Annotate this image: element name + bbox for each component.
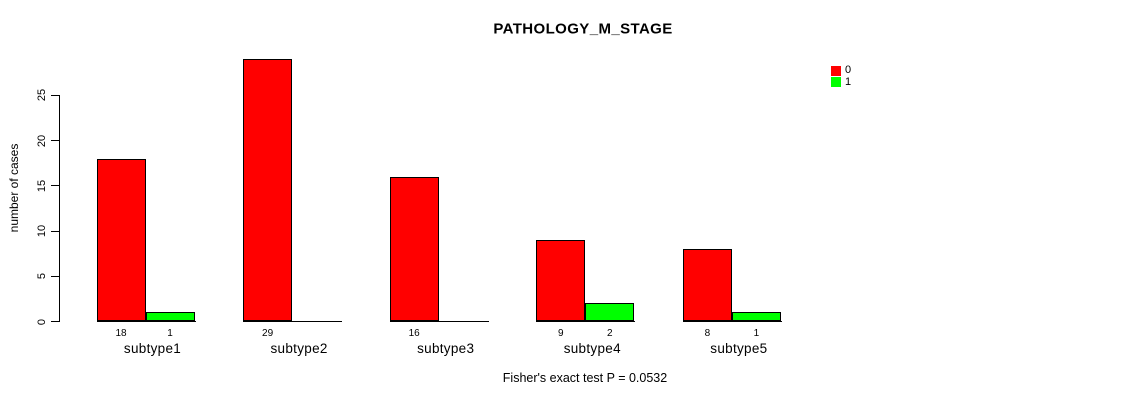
legend-item: 1 bbox=[831, 75, 852, 89]
bar-value-label: 16 bbox=[408, 327, 420, 339]
bar-value-label: 1 bbox=[167, 327, 173, 339]
bar-series-0 bbox=[389, 176, 439, 322]
y-axis-tick bbox=[50, 230, 59, 232]
bar-value-label: 29 bbox=[262, 327, 274, 339]
y-axis-tick bbox=[50, 321, 59, 322]
legend-label: 0 bbox=[845, 64, 852, 77]
y-axis-line bbox=[58, 95, 60, 322]
bar-series-0 bbox=[96, 158, 146, 322]
y-tick-label: 0 bbox=[36, 318, 48, 325]
y-axis-tick bbox=[50, 94, 59, 96]
bar-value-label: 2 bbox=[607, 327, 613, 339]
bar-series-1 bbox=[585, 303, 635, 322]
fisher-test-annotation: Fisher's exact test P = 0.0532 bbox=[502, 371, 668, 385]
y-axis-tick bbox=[50, 185, 59, 187]
x-baseline-segment bbox=[243, 320, 343, 322]
legend-item: 0 bbox=[831, 65, 851, 77]
y-tick-label: 15 bbox=[36, 179, 48, 192]
legend-label: 1 bbox=[845, 75, 852, 88]
bar-series-0 bbox=[536, 240, 586, 322]
chart-title: PATHOLOGY_M_STAGE bbox=[493, 20, 673, 38]
legend-swatch bbox=[831, 65, 841, 76]
x-baseline-segment bbox=[389, 320, 489, 322]
y-tick-label: 5 bbox=[36, 273, 48, 280]
x-category-label: subtype2 bbox=[270, 340, 328, 356]
bar-value-label: 9 bbox=[558, 327, 564, 339]
y-tick-label: 10 bbox=[36, 224, 48, 238]
bar-value-label: 8 bbox=[704, 327, 711, 339]
y-tick-label: 20 bbox=[36, 134, 48, 147]
y-axis-tick bbox=[50, 140, 59, 141]
bar-series-0 bbox=[682, 249, 732, 322]
x-category-label: subtype3 bbox=[417, 340, 475, 356]
y-tick-label: 25 bbox=[36, 89, 48, 102]
bar-series-0 bbox=[243, 59, 293, 322]
bar-series-1 bbox=[145, 312, 195, 322]
y-axis-tick bbox=[50, 275, 59, 277]
legend-swatch bbox=[831, 77, 841, 88]
bar-value-label: 1 bbox=[753, 327, 760, 339]
bar-series-1 bbox=[731, 312, 781, 322]
bar-value-label: 18 bbox=[115, 327, 127, 339]
x-category-label: subtype1 bbox=[123, 340, 182, 356]
x-category-label: subtype5 bbox=[710, 340, 768, 356]
x-category-label: subtype4 bbox=[563, 340, 621, 356]
